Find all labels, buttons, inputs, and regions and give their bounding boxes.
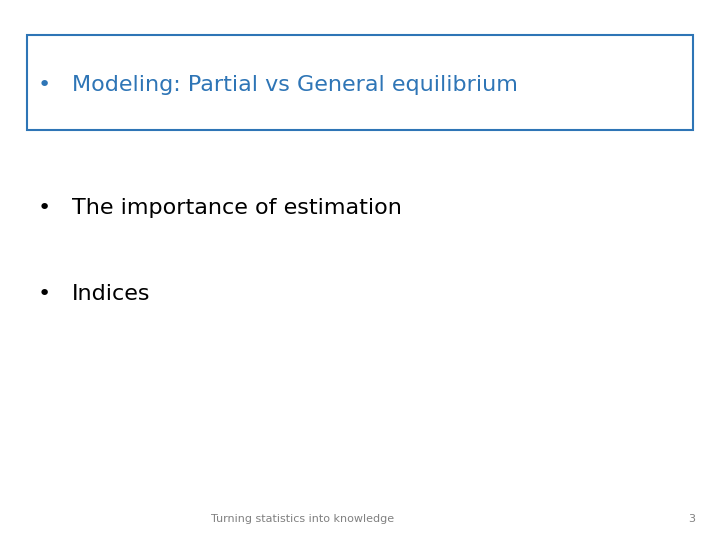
Text: The importance of estimation: The importance of estimation — [72, 198, 402, 218]
FancyBboxPatch shape — [27, 35, 693, 130]
Text: •: • — [38, 284, 51, 305]
Text: •: • — [38, 75, 51, 95]
Text: •: • — [38, 198, 51, 218]
Text: Turning statistics into knowledge: Turning statistics into knowledge — [211, 515, 394, 524]
Text: Modeling: Partial vs General equilibrium: Modeling: Partial vs General equilibrium — [72, 75, 518, 95]
Text: Indices: Indices — [72, 284, 150, 305]
Text: 3: 3 — [688, 515, 695, 524]
